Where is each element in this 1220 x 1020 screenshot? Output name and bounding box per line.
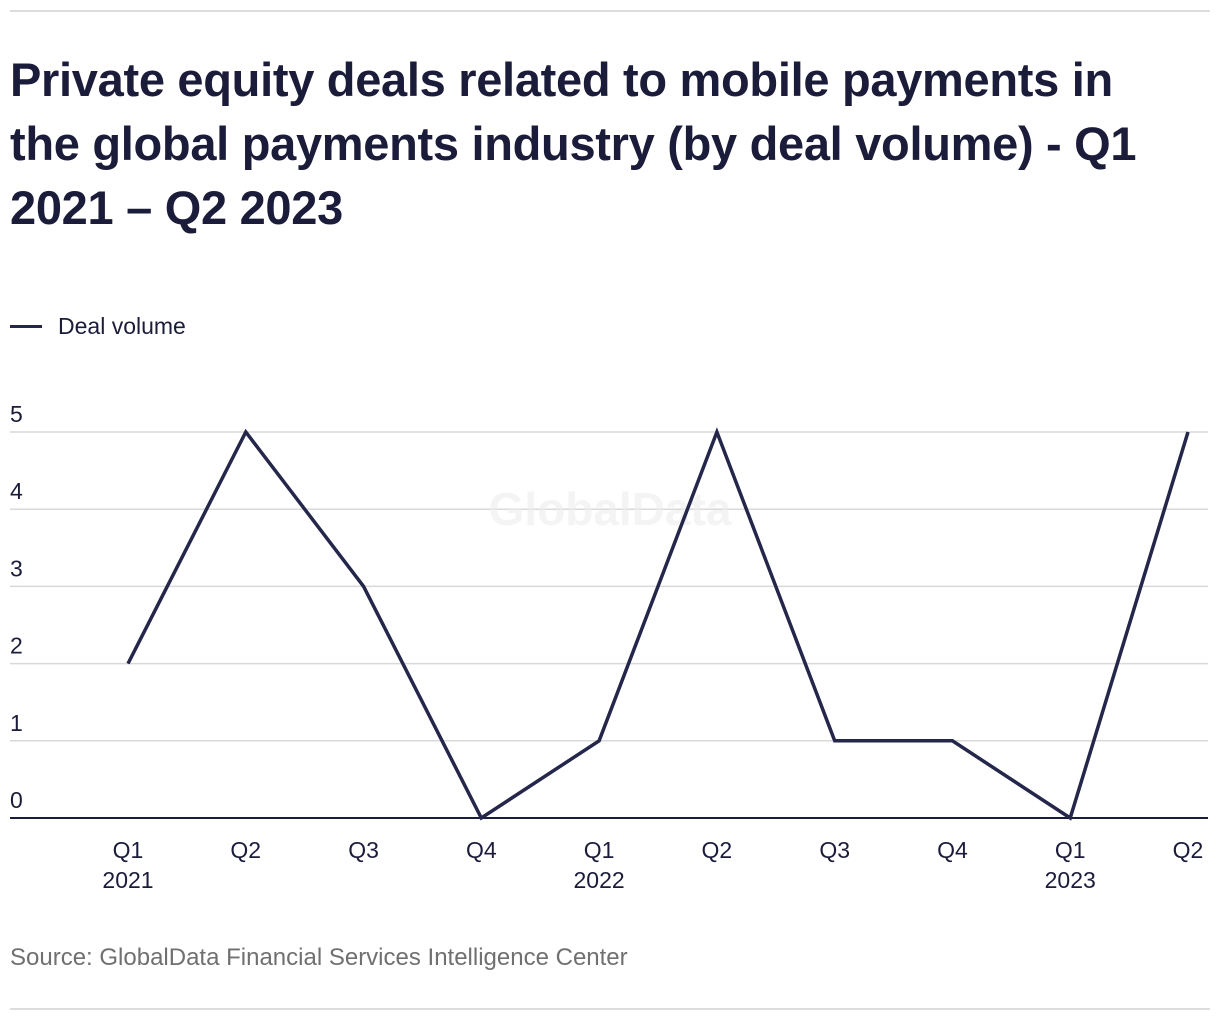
chart-title: Private equity deals related to mobile p… — [10, 53, 1137, 234]
legend: Deal volume — [10, 310, 186, 342]
y-tick-label: 1 — [10, 710, 23, 736]
x-tick-label: Q3 — [819, 837, 850, 863]
y-tick-label: 3 — [10, 555, 23, 581]
x-tick-label: Q2 — [702, 837, 733, 863]
x-tick-label: Q1 — [584, 837, 615, 863]
x-axis-tick-labels: Q1 2021 Q2 Q3 Q4 Q1 2022 Q2 Q3 Q4 Q1 2023 Q2 — [102, 837, 1203, 893]
y-tick-label: 4 — [10, 478, 23, 504]
grid-lines — [10, 431, 1208, 742]
y-tick-label: 0 — [10, 787, 23, 813]
source-note: Source: GlobalData Financial Services In… — [10, 944, 628, 971]
x-tick-year-label: 2021 — [102, 867, 153, 893]
x-tick-year-label: 2022 — [574, 867, 625, 893]
y-tick-label: 5 — [10, 401, 23, 427]
x-tick-label: Q2 — [1173, 837, 1204, 863]
x-tick-label: Q1 — [113, 837, 144, 863]
line-chart: GlobalData 0 1 2 3 4 5 Q1 2021 Q2 Q3 Q4 Q1 2022 Q2 Q3… — [10, 401, 1208, 893]
y-tick-label: 2 — [10, 633, 23, 659]
x-tick-label: Q2 — [230, 837, 261, 863]
series-line-deal-volume — [126, 427, 1190, 821]
x-tick-label: Q1 — [1055, 837, 1086, 863]
x-tick-label: Q3 — [348, 837, 379, 863]
x-tick-label: Q4 — [466, 837, 497, 863]
legend-label: Deal volume — [58, 312, 186, 339]
legend-line-swatch — [10, 324, 42, 328]
x-tick-year-label: 2023 — [1045, 867, 1096, 893]
watermark-text: GlobalData — [489, 483, 732, 535]
bottom-divider — [10, 1008, 1210, 1010]
top-divider — [10, 10, 1210, 12]
x-tick-label: Q4 — [937, 837, 968, 863]
y-axis-tick-labels: 0 1 2 3 4 5 — [10, 401, 23, 813]
